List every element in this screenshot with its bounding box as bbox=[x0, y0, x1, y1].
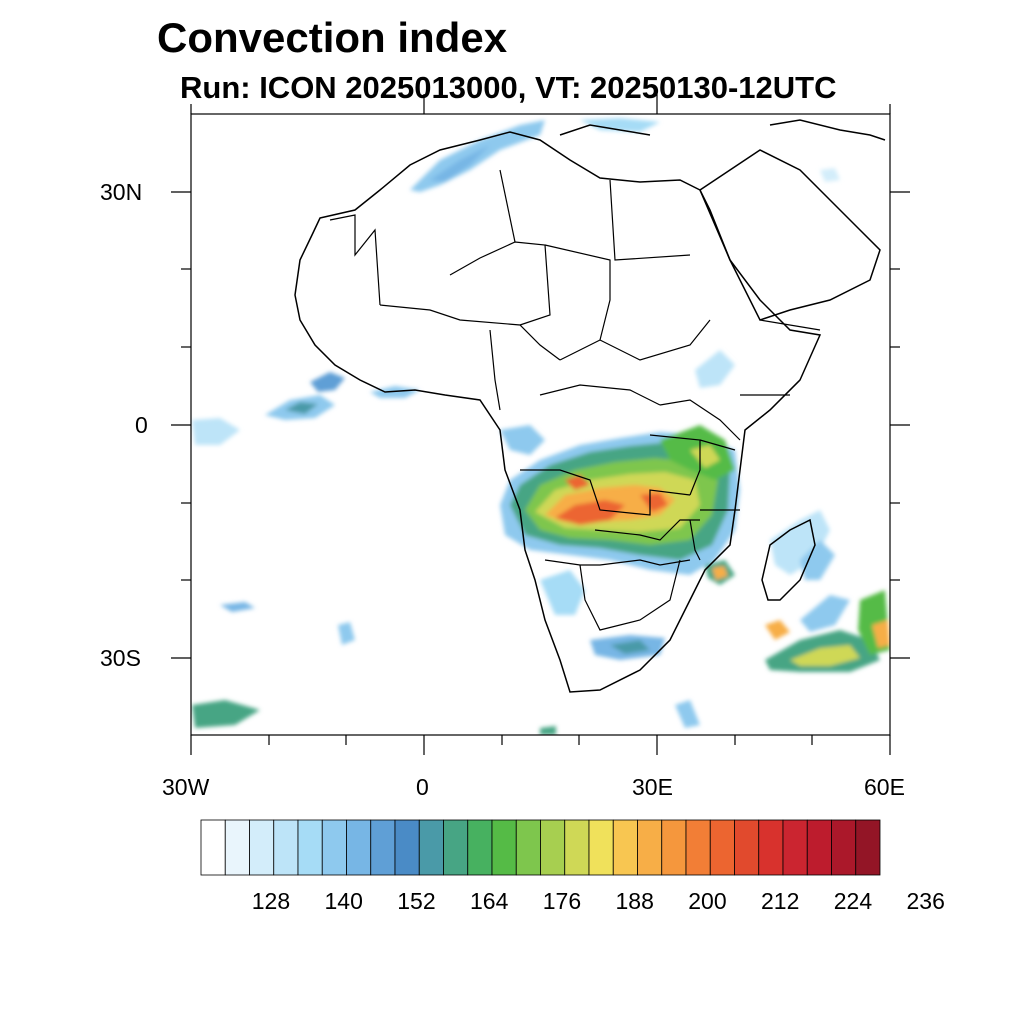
colorbar-swatch bbox=[467, 819, 493, 876]
colorbar-tick-label: 236 bbox=[906, 888, 945, 914]
colorbar-tick-label: 212 bbox=[761, 888, 800, 914]
colorbar-swatch bbox=[637, 819, 663, 876]
coastlines bbox=[294, 119, 886, 693]
colorbar-swatch bbox=[612, 819, 638, 876]
colorbar-tick-label: 164 bbox=[470, 888, 509, 914]
convection-field bbox=[192, 118, 890, 735]
colorbar-swatch bbox=[758, 819, 784, 876]
colorbar-swatch bbox=[273, 819, 299, 876]
colorbar-swatch bbox=[831, 819, 857, 876]
colorbar-tick-label: 224 bbox=[833, 888, 873, 914]
colorbar-swatch bbox=[370, 819, 396, 876]
colorbar-swatch bbox=[661, 819, 687, 876]
map-title: Convection index bbox=[157, 14, 508, 61]
colorbar-swatch bbox=[782, 819, 808, 876]
colorbar-swatch bbox=[685, 819, 711, 876]
lon-label-0: 0 bbox=[416, 774, 429, 800]
map-subtitle: Run: ICON 2025013000, VT: 20250130-12UTC bbox=[180, 70, 837, 105]
map-frame bbox=[190, 113, 891, 736]
colorbar-swatch bbox=[806, 819, 832, 876]
colorbar-swatch bbox=[321, 819, 347, 876]
colorbar-swatch bbox=[418, 819, 444, 876]
colorbar-swatch bbox=[249, 819, 275, 876]
lon-label-30w: 30W bbox=[162, 774, 210, 800]
colorbar-swatch bbox=[394, 819, 420, 876]
colorbar-tick-label: 128 bbox=[251, 888, 291, 914]
colorbar-swatch bbox=[200, 819, 226, 876]
colorbar-swatch bbox=[540, 819, 566, 876]
colorbar-swatch bbox=[297, 819, 323, 876]
colorbar-swatch bbox=[224, 819, 250, 876]
colorbar-swatch bbox=[491, 819, 517, 876]
colorbar-swatch bbox=[734, 819, 760, 876]
colorbar-tick-label: 188 bbox=[615, 888, 654, 914]
colorbar-tick-label: 176 bbox=[542, 888, 582, 914]
country-borders bbox=[329, 169, 821, 631]
colorbar-tick-label: 152 bbox=[397, 888, 436, 914]
colorbar-swatch bbox=[515, 819, 541, 876]
lat-label-30n: 30N bbox=[100, 179, 143, 205]
colorbar-swatch bbox=[564, 819, 590, 876]
map-area bbox=[192, 118, 890, 735]
colorbar-swatch bbox=[709, 819, 735, 876]
colorbar-tick-label: 200 bbox=[688, 888, 727, 914]
lon-label-60e: 60E bbox=[864, 774, 905, 800]
colorbar-tick-label: 140 bbox=[324, 888, 363, 914]
lat-label-0: 0 bbox=[135, 412, 148, 438]
axis-ticks bbox=[171, 94, 910, 755]
colorbar bbox=[200, 819, 881, 876]
colorbar-swatch bbox=[443, 819, 469, 876]
colorbar-swatch bbox=[346, 819, 372, 876]
colorbar-swatch bbox=[588, 819, 614, 876]
colorbar-swatch bbox=[855, 819, 881, 876]
lat-label-30s: 30S bbox=[100, 645, 141, 671]
lon-label-30e: 30E bbox=[632, 774, 673, 800]
